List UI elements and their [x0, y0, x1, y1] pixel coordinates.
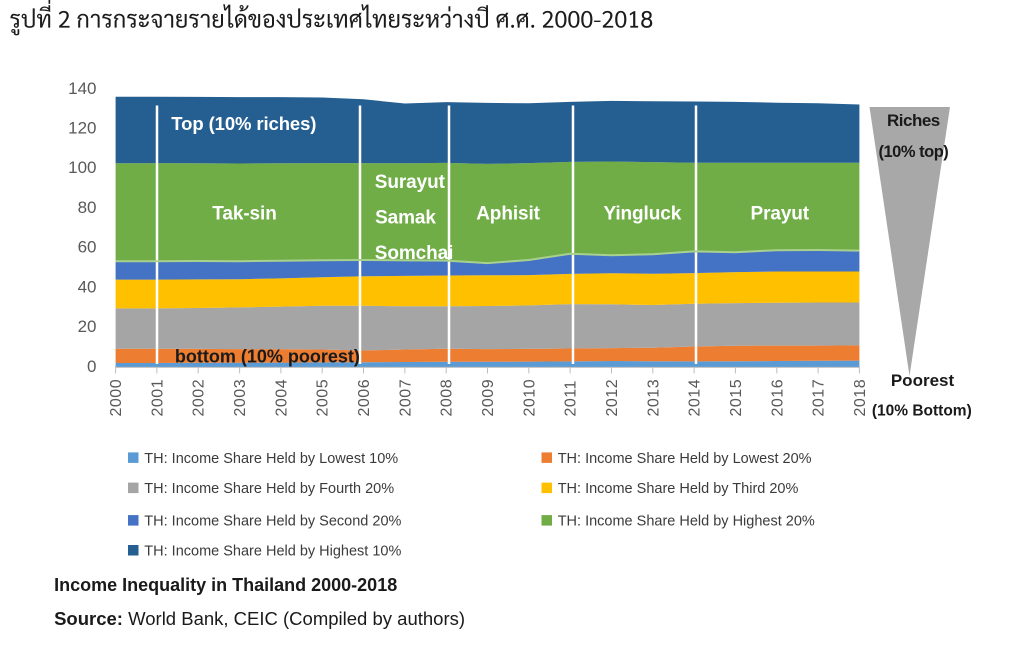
svg-text:bottom (10% poorest): bottom (10% poorest) — [175, 347, 360, 367]
svg-text:2001: 2001 — [149, 379, 166, 417]
svg-text:2014: 2014 — [687, 379, 704, 417]
svg-text:Samak: Samak — [375, 208, 436, 229]
svg-text:Yingluck: Yingluck — [604, 204, 682, 225]
svg-text:2017: 2017 — [811, 379, 828, 417]
svg-text:2015: 2015 — [728, 379, 745, 417]
svg-text:2012: 2012 — [604, 379, 621, 417]
svg-text:2008: 2008 — [439, 379, 456, 417]
svg-text:Riches: Riches — [887, 111, 940, 130]
svg-text:TH: Income Share Held by Fourt: TH: Income Share Held by Fourth 20% — [144, 481, 394, 497]
svg-text:2010: 2010 — [521, 379, 538, 417]
svg-text:60: 60 — [78, 238, 97, 257]
svg-text:TH: Income Share Held by Third: TH: Income Share Held by Third 20% — [558, 481, 799, 497]
svg-text:TH: Income Share Held by Lowes: TH: Income Share Held by Lowest 20% — [558, 451, 812, 467]
svg-text:2004: 2004 — [273, 379, 290, 417]
svg-text:Income Inequality in Thailand: Income Inequality in Thailand 2000-2018 — [54, 575, 397, 595]
svg-text:80: 80 — [78, 198, 97, 217]
svg-text:2005: 2005 — [315, 379, 332, 417]
svg-text:Poorest: Poorest — [891, 371, 955, 390]
svg-text:TH: Income Share Held by Highe: TH: Income Share Held by Highest 20% — [558, 514, 815, 530]
svg-text:(10% Bottom): (10% Bottom) — [872, 403, 972, 420]
svg-text:2000: 2000 — [108, 379, 125, 417]
svg-text:Aphisit: Aphisit — [476, 204, 540, 225]
svg-text:2018: 2018 — [852, 379, 869, 417]
svg-text:(10% top): (10% top) — [879, 143, 949, 161]
svg-text:2002: 2002 — [191, 379, 208, 417]
svg-text:40: 40 — [78, 277, 97, 296]
svg-text:140: 140 — [68, 79, 96, 98]
svg-text:100: 100 — [68, 158, 96, 177]
svg-text:20: 20 — [78, 317, 97, 336]
svg-text:TH: Income Share Held by Lowes: TH: Income Share Held by Lowest 10% — [144, 451, 398, 467]
svg-text:TH: Income Share Held by Highe: TH: Income Share Held by Highest 10% — [144, 543, 401, 559]
svg-text:2009: 2009 — [480, 379, 497, 417]
svg-text:2006: 2006 — [356, 379, 373, 417]
svg-text:2007: 2007 — [397, 379, 414, 417]
svg-text:Top (10% riches): Top (10% riches) — [171, 113, 316, 134]
svg-text:120: 120 — [68, 119, 96, 138]
svg-text:TH: Income Share Held by Secon: TH: Income Share Held by Second 20% — [144, 514, 401, 530]
svg-text:2003: 2003 — [232, 379, 249, 417]
svg-text:2013: 2013 — [645, 379, 662, 417]
svg-text:Prayut: Prayut — [751, 204, 810, 225]
svg-text:2011: 2011 — [563, 380, 580, 416]
svg-text:Somchai: Somchai — [375, 243, 454, 264]
svg-text:Source: World Bank, CEIC (Comp: Source: World Bank, CEIC (Compiled by au… — [54, 608, 465, 629]
svg-text:2016: 2016 — [769, 379, 786, 417]
svg-text:Tak-sin: Tak-sin — [212, 204, 276, 225]
svg-text:Surayut: Surayut — [375, 172, 446, 193]
svg-text:0: 0 — [87, 357, 96, 376]
